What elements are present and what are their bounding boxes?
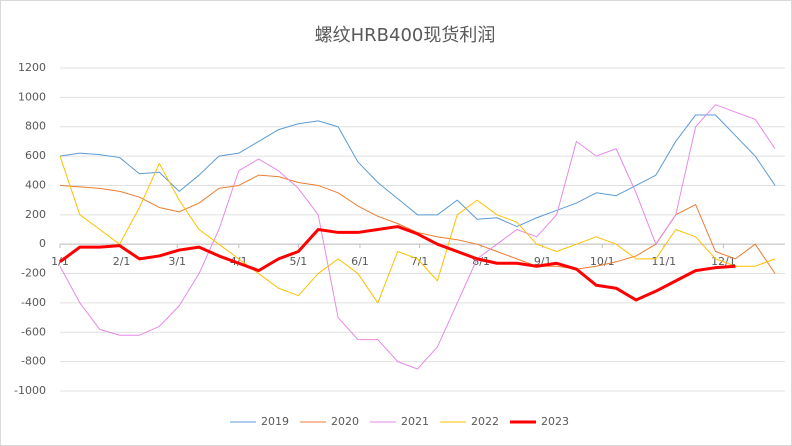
y-tick-label: -1000	[14, 384, 46, 397]
y-tick-label: -800	[21, 355, 46, 368]
legend-label: 2021	[401, 415, 429, 428]
x-tick-label: 10/1	[590, 255, 615, 268]
y-tick-label: 200	[25, 208, 46, 221]
y-tick-label: -200	[21, 267, 46, 280]
series-line	[59, 104, 776, 370]
legend-label: 2023	[541, 415, 569, 428]
y-tick-label: 0	[39, 237, 46, 250]
y-tick-label: 600	[25, 149, 46, 162]
series-line	[59, 155, 776, 304]
series-line	[59, 225, 736, 302]
x-tick-label: 5/1	[290, 255, 308, 268]
y-tick-label: 800	[25, 120, 46, 133]
legend-label: 2019	[261, 415, 289, 428]
y-tick-label: 1200	[18, 61, 46, 74]
chart-title: 螺纹HRB400现货利润	[315, 25, 496, 46]
y-tick-label: -600	[21, 325, 46, 338]
y-tick-label: -400	[21, 296, 46, 309]
y-tick-label: 400	[25, 178, 46, 191]
x-tick-label: 11/1	[651, 255, 676, 268]
x-tick-label: 2/1	[113, 255, 131, 268]
x-tick-label: 6/1	[351, 255, 369, 268]
y-tick-label: 1000	[18, 90, 46, 103]
legend-label: 2020	[331, 415, 359, 428]
legend-label: 2022	[471, 415, 499, 428]
series-line	[59, 114, 776, 228]
x-tick-label: 3/1	[168, 255, 186, 268]
